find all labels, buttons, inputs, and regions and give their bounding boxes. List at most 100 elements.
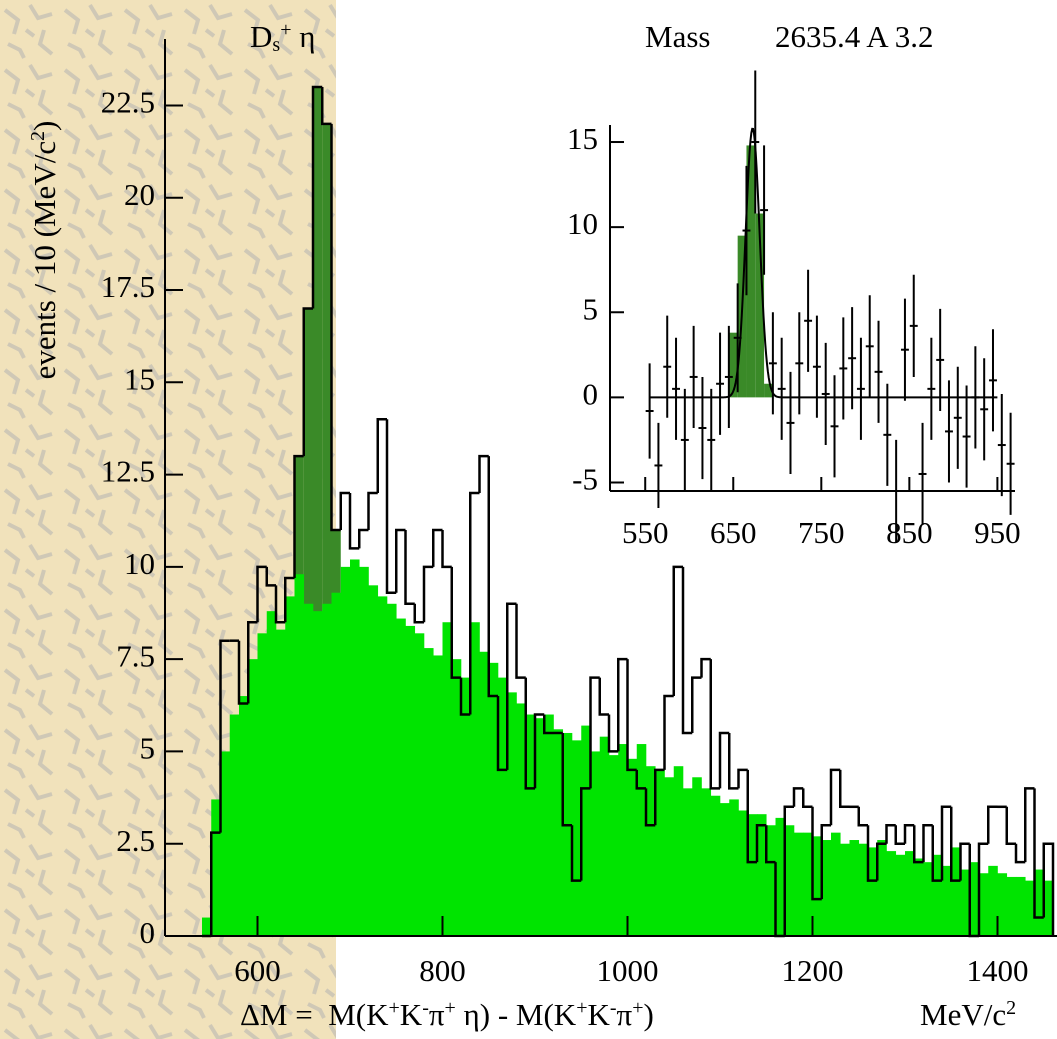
y-axis-label-part: ) [27,121,62,131]
data-point [900,298,909,401]
background-bar [470,622,480,936]
data-point [716,332,725,435]
data-step [765,825,776,864]
data-step [940,805,952,881]
data-step [459,677,471,716]
data-point [971,346,980,449]
x-tick-label: 750 [798,515,845,550]
background-bar [747,814,758,936]
background-bar [405,625,416,936]
background-bar [895,854,906,936]
data-step [700,657,711,678]
data-step [376,417,387,494]
signal-bar [728,332,738,398]
data-step [339,491,350,530]
x-axis-unit-part: MeV/c [920,997,1006,1032]
data-step [348,493,360,550]
data-step [626,659,637,772]
data-step [885,824,896,844]
background-bar [414,633,425,936]
y-tick-label: 22.5 [101,85,155,120]
data-step [820,824,831,900]
y-axis-label: events / 10 (MeV/c2) [27,121,63,380]
data-step [987,805,998,844]
background-bar [257,633,268,936]
data-step [395,528,406,593]
data-step [274,585,286,624]
background-bar [932,854,943,936]
data-step [737,768,748,789]
background-bar [729,799,739,936]
data-step [561,732,572,827]
x-tick-label: 800 [419,953,466,988]
x-axis-unit-part: 2 [1006,997,1016,1019]
data-step [533,713,545,789]
background-bar [396,618,406,936]
background-bar [387,603,397,936]
x-axis-label-part: K [400,997,423,1032]
data-step [709,659,720,790]
data-step [617,657,628,752]
data-step [210,831,221,936]
x-axis-label-part: π [429,997,445,1032]
background-bar [738,810,749,936]
data-point [945,380,953,483]
data-step [302,307,313,457]
data-point [680,388,689,491]
data-point [786,371,795,474]
chart-title-part: D [250,19,272,54]
x-tick-label: 950 [974,515,1021,550]
data-step [524,677,535,790]
background-bar [368,585,379,936]
data-step [487,456,498,698]
background-bar [340,566,351,936]
y-tick-label: 5 [140,731,156,766]
background-bar [812,836,823,936]
background-bar [303,603,314,936]
chart-title: Ds+ η [250,19,315,56]
data-step [247,620,258,704]
background-bar [266,611,277,936]
background-bar [220,751,231,936]
data-step [469,491,480,715]
background-bar [572,740,582,936]
data-step [496,696,508,772]
data-point [830,375,839,478]
chart-title-part: + [280,19,291,41]
data-step [728,732,739,790]
data-step [598,677,609,716]
background-bar [618,744,628,936]
background-bar [248,659,258,936]
data-step [839,769,850,809]
data-point [689,325,698,429]
background-bar [488,662,499,936]
data-step [589,676,600,789]
x-axis-label-part: - [422,997,429,1019]
x-axis-label-part: ) [643,997,653,1032]
y-tick-label: 2.5 [116,823,155,858]
background-bar [886,851,897,936]
background-bar [359,566,369,936]
data-step [543,714,554,735]
data-step [1005,806,1016,845]
signal-bar [313,86,323,936]
background-bar [313,611,323,936]
background-bar [516,703,527,936]
background-bar [498,677,508,936]
background-bar [433,655,443,936]
background-bar [322,603,332,936]
data-step [922,824,933,863]
x-axis-label-part: + [445,997,456,1019]
background-bar [1016,876,1026,936]
background-bar [655,769,665,936]
data-point [663,315,672,418]
data-step [672,565,683,697]
background-bar [1006,876,1017,936]
data-step [691,676,702,733]
data-point [856,337,865,440]
data-point [795,312,804,415]
y-tick-label: 7.5 [116,638,155,673]
chart-title-part: η [291,19,315,54]
background-bar [479,651,490,936]
